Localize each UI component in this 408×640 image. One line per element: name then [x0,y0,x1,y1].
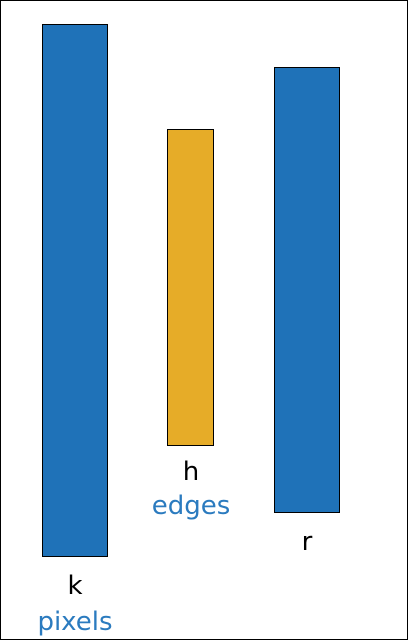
bar-r-label: r [301,527,313,557]
bar-k [42,24,108,557]
bar-h-sublabel: edges [151,491,231,521]
bar-k-label: k [67,571,83,601]
bar-h [167,129,214,446]
bar-k-sublabel: pixels [37,607,113,637]
bar-r [274,67,340,513]
bar-h-label: h [182,457,200,487]
